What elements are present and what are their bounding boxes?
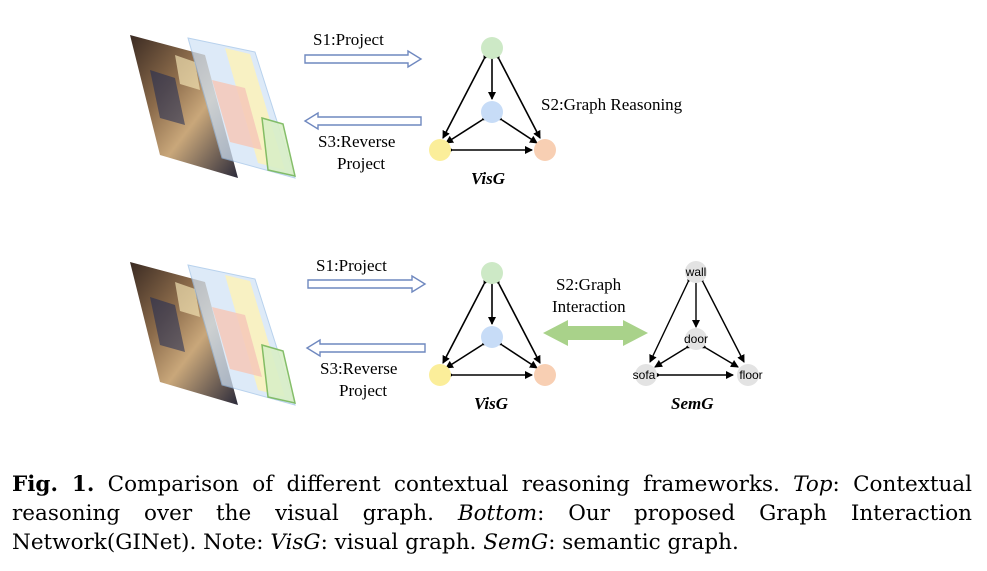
caption-text-1: Comparison of different contextual reaso… — [94, 472, 794, 497]
framework-diagram: S1:Project S3:Reverse Project S2:Graph R… — [130, 30, 763, 413]
project-arrow — [307, 274, 427, 294]
visg-node-top — [481, 262, 503, 284]
visg-label: VisG — [471, 169, 506, 188]
caption-top: Top — [793, 472, 833, 497]
caption-fig-number: Fig. 1. — [12, 472, 95, 497]
input-photo — [130, 262, 238, 405]
semantic-graph: wall door sofa floor — [633, 261, 763, 386]
figure-caption: Fig. 1. Comparison of different contextu… — [12, 470, 972, 557]
semg-label: SemG — [671, 394, 714, 413]
semg-node-floor — [737, 364, 759, 386]
visg-node-center — [481, 326, 503, 348]
caption-text-2: : Contextual reasoning over the visual g… — [12, 472, 973, 526]
graph-interaction-arrow — [543, 320, 648, 346]
visg-node-left — [429, 364, 451, 386]
caption-text-3: : Our proposed Graph Interaction Network… — [12, 501, 972, 555]
reverse-project-arrow — [303, 111, 422, 131]
visual-graph — [429, 262, 556, 386]
project-arrow — [304, 49, 423, 69]
s1-label: S1:Project — [316, 256, 387, 275]
s1-label: S1:Project — [313, 30, 384, 49]
semg-node-wall — [685, 261, 707, 283]
s3-label-line2: Project — [337, 154, 385, 173]
visg-node-left — [429, 139, 451, 161]
visg-node-right — [534, 364, 556, 386]
s2-label-line1: S2:Graph — [556, 275, 622, 294]
top-row: S1:Project S3:Reverse Project S2:Graph R… — [130, 30, 683, 188]
caption-text-4: : visual graph. — [320, 530, 484, 555]
s3-label-line1: S3:Reverse — [318, 132, 395, 151]
visual-graph — [429, 37, 556, 161]
input-photo — [130, 35, 238, 178]
semg-label-floor: floor — [739, 368, 762, 382]
s3-label-line2: Project — [339, 381, 387, 400]
s2-label: S2:Graph Reasoning — [541, 95, 683, 114]
visg-node-center — [481, 101, 503, 123]
bottom-row: S1:Project S3:Reverse Project VisG S2:Gr… — [130, 256, 763, 413]
semg-node-sofa — [635, 364, 657, 386]
caption-bottom: Bottom — [457, 501, 538, 526]
s3-label-line1: S3:Reverse — [320, 359, 397, 378]
visg-node-right — [534, 139, 556, 161]
s2-label-line2: Interaction — [552, 297, 626, 316]
caption-visg: VisG — [270, 530, 321, 555]
input-image-stack — [130, 35, 296, 179]
semg-label-sofa: sofa — [633, 368, 656, 382]
visg-label: VisG — [474, 394, 509, 413]
reverse-project-arrow — [305, 338, 426, 358]
caption-semg: SemG — [483, 530, 549, 555]
semg-label-door: door — [684, 332, 708, 346]
semg-node-door — [685, 328, 707, 350]
semg-label-wall: wall — [685, 265, 707, 279]
visg-node-top — [481, 37, 503, 59]
input-image-stack — [130, 262, 296, 406]
caption-text-5: : semantic graph. — [548, 530, 739, 555]
